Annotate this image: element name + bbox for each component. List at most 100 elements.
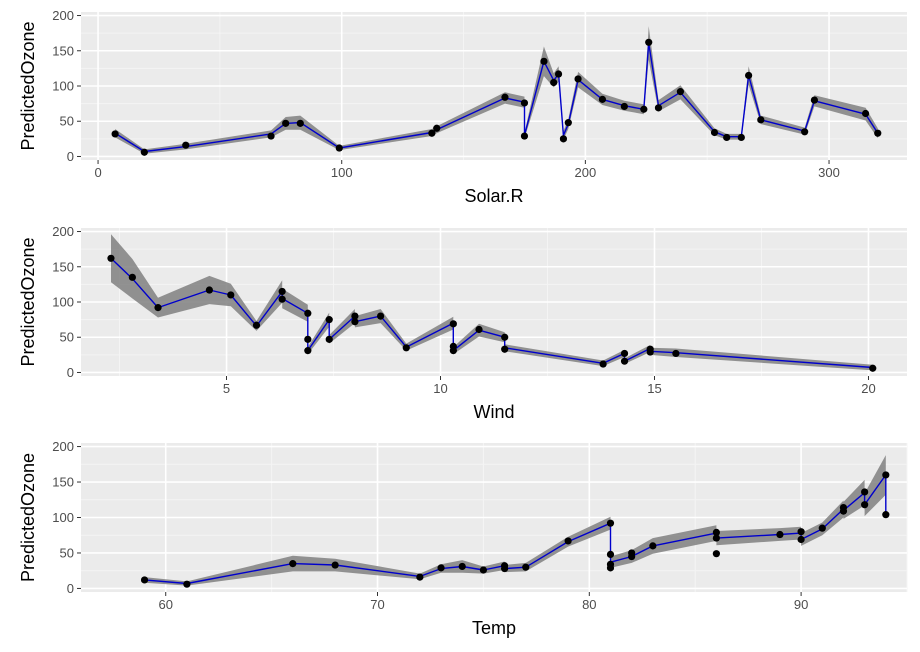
- data-point: [540, 57, 548, 65]
- data-point: [723, 133, 731, 142]
- data-point: [107, 254, 115, 262]
- data-point: [554, 70, 563, 78]
- data-point: [227, 291, 235, 299]
- y-axis-title: PredictedOzone: [18, 21, 38, 150]
- data-point: [745, 71, 753, 80]
- x-tick-label: 5: [223, 381, 230, 396]
- y-tick-label: 150: [52, 475, 74, 490]
- data-point: [737, 133, 745, 142]
- y-tick-label: 0: [67, 581, 74, 596]
- x-tick-label: 80: [582, 597, 596, 612]
- x-tick-label: 0: [94, 165, 101, 180]
- data-point: [869, 364, 877, 372]
- data-point: [252, 321, 261, 329]
- data-point: [475, 325, 483, 334]
- y-tick-label: 200: [52, 8, 74, 23]
- data-point: [646, 348, 654, 356]
- y-tick-label: 200: [52, 224, 74, 239]
- data-point: [776, 530, 784, 539]
- data-point: [437, 564, 445, 572]
- data-point: [801, 128, 809, 136]
- data-point: [550, 78, 558, 87]
- data-point: [882, 471, 890, 479]
- data-point: [205, 286, 213, 294]
- y-tick-label: 100: [52, 295, 74, 310]
- y-tick-label: 50: [60, 114, 74, 129]
- data-point: [458, 562, 466, 571]
- data-point: [428, 129, 436, 137]
- data-point: [861, 488, 869, 496]
- x-axis-title: Wind: [473, 402, 514, 422]
- data-point: [606, 519, 615, 527]
- data-point: [712, 528, 720, 537]
- data-point: [522, 563, 530, 571]
- data-point: [599, 360, 607, 368]
- data-point: [140, 148, 148, 156]
- data-point: [520, 99, 529, 107]
- data-point: [797, 535, 805, 544]
- data-point: [289, 560, 297, 568]
- data-point: [861, 109, 870, 118]
- data-point: [296, 119, 304, 127]
- data-point: [304, 335, 312, 343]
- data-point: [520, 132, 529, 140]
- data-point: [325, 335, 333, 343]
- data-point: [598, 95, 607, 103]
- y-tick-label: 150: [52, 259, 74, 274]
- data-point: [182, 141, 190, 149]
- x-tick-label: 70: [370, 597, 384, 612]
- data-point: [335, 144, 343, 152]
- data-point: [810, 96, 819, 104]
- data-point: [111, 130, 119, 138]
- confidence-band: [115, 26, 878, 154]
- data-point: [620, 102, 628, 111]
- data-point: [712, 550, 720, 558]
- data-point: [606, 550, 615, 558]
- data-point: [282, 119, 290, 127]
- data-point: [433, 124, 441, 132]
- data-point: [449, 347, 457, 355]
- y-axis-title: PredictedOzone: [18, 237, 38, 366]
- data-point: [140, 576, 149, 584]
- data-point: [501, 93, 509, 101]
- x-tick-label: 200: [575, 165, 597, 180]
- data-point: [797, 528, 805, 536]
- data-point: [500, 564, 509, 573]
- y-tick-label: 100: [52, 79, 74, 94]
- y-tick-label: 50: [60, 545, 74, 560]
- data-point: [278, 295, 286, 303]
- data-point: [325, 316, 333, 324]
- data-point: [501, 345, 509, 353]
- data-point: [676, 88, 684, 96]
- data-point: [128, 273, 136, 281]
- data-point: [654, 104, 663, 112]
- x-tick-label: 100: [331, 165, 353, 180]
- data-point: [304, 347, 312, 355]
- data-point: [882, 511, 890, 519]
- data-point: [672, 349, 680, 358]
- x-tick-label: 300: [818, 165, 840, 180]
- x-tick-label: 15: [647, 381, 661, 396]
- data-point: [449, 320, 457, 328]
- x-axis-title: Temp: [472, 618, 516, 638]
- data-point: [564, 537, 572, 545]
- data-point: [649, 542, 657, 550]
- data-point: [645, 38, 653, 46]
- data-point: [574, 75, 582, 83]
- data-point: [874, 129, 882, 137]
- y-tick-label: 50: [60, 330, 74, 345]
- y-tick-label: 0: [67, 149, 74, 164]
- data-point: [559, 135, 568, 143]
- data-point: [183, 580, 191, 588]
- x-tick-label: 60: [158, 597, 172, 612]
- data-point: [479, 566, 488, 574]
- x-tick-label: 90: [794, 597, 808, 612]
- data-point: [839, 507, 848, 515]
- data-point: [818, 524, 826, 532]
- data-point: [620, 349, 629, 358]
- data-point: [606, 564, 615, 572]
- data-point: [564, 119, 572, 127]
- data-point: [154, 304, 162, 312]
- data-point: [712, 534, 720, 542]
